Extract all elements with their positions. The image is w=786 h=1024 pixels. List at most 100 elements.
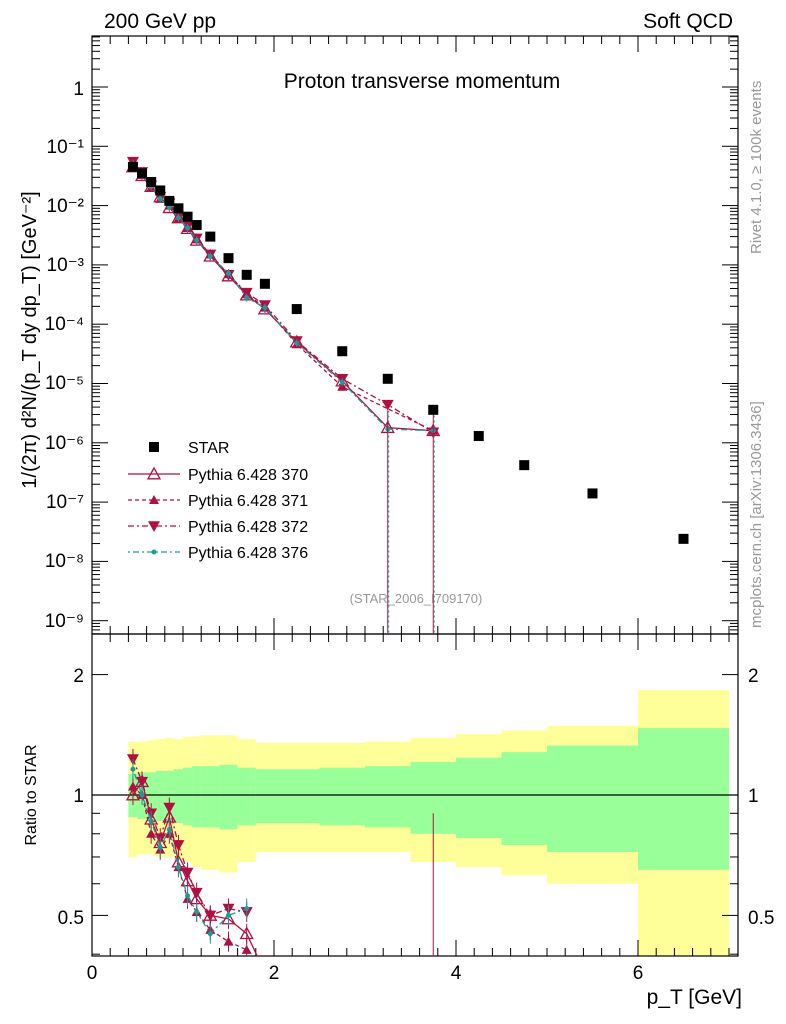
legend-label-376: Pythia 6.428 376: [188, 545, 308, 562]
series-line-1: [132, 165, 434, 432]
y-tick-label: 2: [73, 666, 84, 687]
ratio-point-1: [223, 936, 234, 946]
y-tick-label-right: 2: [748, 666, 759, 687]
ratio-point-3: [194, 909, 200, 915]
inner-band: [319, 767, 365, 826]
series-point-3: [185, 225, 191, 231]
series-point-3: [339, 379, 345, 385]
ratio-plot-marks: [125, 749, 434, 956]
ratio-point-2: [181, 867, 194, 879]
x-tick-label: 6: [633, 963, 644, 984]
x-tick-label: 2: [269, 963, 280, 984]
series-point-2: [240, 287, 253, 299]
ratio-point-0: [239, 926, 254, 940]
series-point-3: [194, 237, 200, 243]
series-point-1: [337, 381, 348, 391]
y-tick-label: 10⁻⁴: [45, 314, 84, 335]
x-tick-label: 0: [87, 963, 98, 984]
y-tick-label: 10⁻⁹: [45, 611, 84, 632]
ratio-point-2: [172, 840, 185, 851]
main-y-axis-title: 1/(2π) d²N/(p_T dy dp_T) [GeV⁻²]: [19, 191, 41, 488]
legend-marker-3: [151, 549, 157, 555]
inner-band: [173, 769, 183, 824]
inner-band: [155, 770, 165, 822]
ratio-point-3: [148, 818, 154, 824]
ratio-point-3: [244, 906, 250, 912]
legend-label-371: Pythia 6.428 371: [188, 493, 308, 510]
legend-marker-2: [148, 521, 160, 532]
y-tick-label: 10⁻⁵: [45, 373, 84, 394]
y-tick-label: 10⁻²: [47, 196, 85, 217]
ratio-line-1: [132, 786, 247, 951]
header-right: Soft QCD: [643, 10, 733, 33]
y-tick-label-right: 0.5: [748, 908, 774, 929]
series-point-3: [207, 253, 213, 259]
series-point-2: [381, 399, 394, 411]
star-data-point: [164, 195, 175, 206]
analysis-watermark: (STAR_2006_I709170): [350, 591, 483, 606]
star-data-point: [519, 460, 530, 471]
star-data-point: [291, 304, 302, 315]
y-tick-label: 10⁻¹: [47, 137, 85, 158]
y-tick-label: 10⁻⁶: [45, 433, 84, 454]
axis-ticks: [91, 36, 738, 956]
inner-band: [255, 769, 274, 824]
ratio-point-1: [241, 944, 252, 954]
inner-band: [547, 745, 638, 853]
ratio-point-3: [157, 844, 163, 850]
inner-band: [456, 757, 502, 839]
star-data-point: [473, 431, 484, 442]
inner-band: [638, 728, 729, 870]
series-point-3: [175, 215, 181, 221]
star-data-point: [382, 373, 393, 384]
plot-title: Proton transverse momentum: [284, 70, 561, 93]
series-point-3: [226, 270, 231, 276]
rivet-label: Rivet 4.1.0, ≥ 100k events: [748, 81, 765, 254]
y-tick-label: 1: [73, 79, 84, 100]
x-tick-labels: 0 2 4 6: [87, 963, 644, 984]
series-point-0: [189, 232, 204, 246]
legend-label-370: Pythia 6.428 370: [188, 467, 308, 484]
legend-label-372: Pythia 6.428 372: [188, 519, 308, 536]
ratio-point-3: [207, 931, 213, 937]
ratio-point-2: [163, 802, 176, 814]
y-tick-label: 10⁻³: [47, 255, 85, 276]
header-left: 200 GeV pp: [104, 10, 216, 33]
inner-band: [201, 766, 220, 828]
y-tick-label: 1: [73, 786, 84, 807]
star-data-point: [205, 231, 216, 242]
ratio-point-3: [185, 893, 191, 899]
ratio-y-axis-title: Ratio to STAR: [23, 744, 40, 845]
series-point-0: [180, 221, 195, 235]
star-data-point: [137, 168, 148, 179]
inner-band: [274, 769, 320, 824]
ratio-point-0: [125, 787, 141, 801]
star-data-point: [223, 253, 234, 264]
main-plot-marks: [125, 156, 689, 634]
ratio-point-3: [226, 912, 231, 918]
ratio-point-2: [190, 887, 203, 899]
ratio-point-1: [127, 781, 138, 791]
mcplots-label: mcplots.cern.ch [arXiv:1306.3436]: [748, 401, 765, 628]
ratio-point-3: [139, 792, 145, 798]
star-data-point: [127, 161, 138, 172]
star-data-point: [428, 404, 439, 415]
star-data-point: [155, 185, 166, 196]
inner-band: [237, 767, 256, 826]
star-data-point: [259, 278, 270, 289]
star-data-point: [173, 203, 184, 214]
inner-band: [146, 772, 156, 820]
legend-marker-1: [149, 495, 159, 504]
series-point-3: [157, 196, 163, 202]
star-data-point: [182, 211, 193, 222]
inner-band: [164, 770, 174, 822]
uncertainty-bands: [92, 690, 738, 956]
inner-band: [501, 752, 547, 845]
inner-band: [192, 766, 202, 828]
ratio-point-3: [130, 766, 136, 772]
ratio-point-2: [136, 776, 149, 788]
ratio-point-3: [175, 864, 181, 870]
series-point-3: [262, 305, 268, 311]
ratio-point-3: [166, 826, 172, 832]
